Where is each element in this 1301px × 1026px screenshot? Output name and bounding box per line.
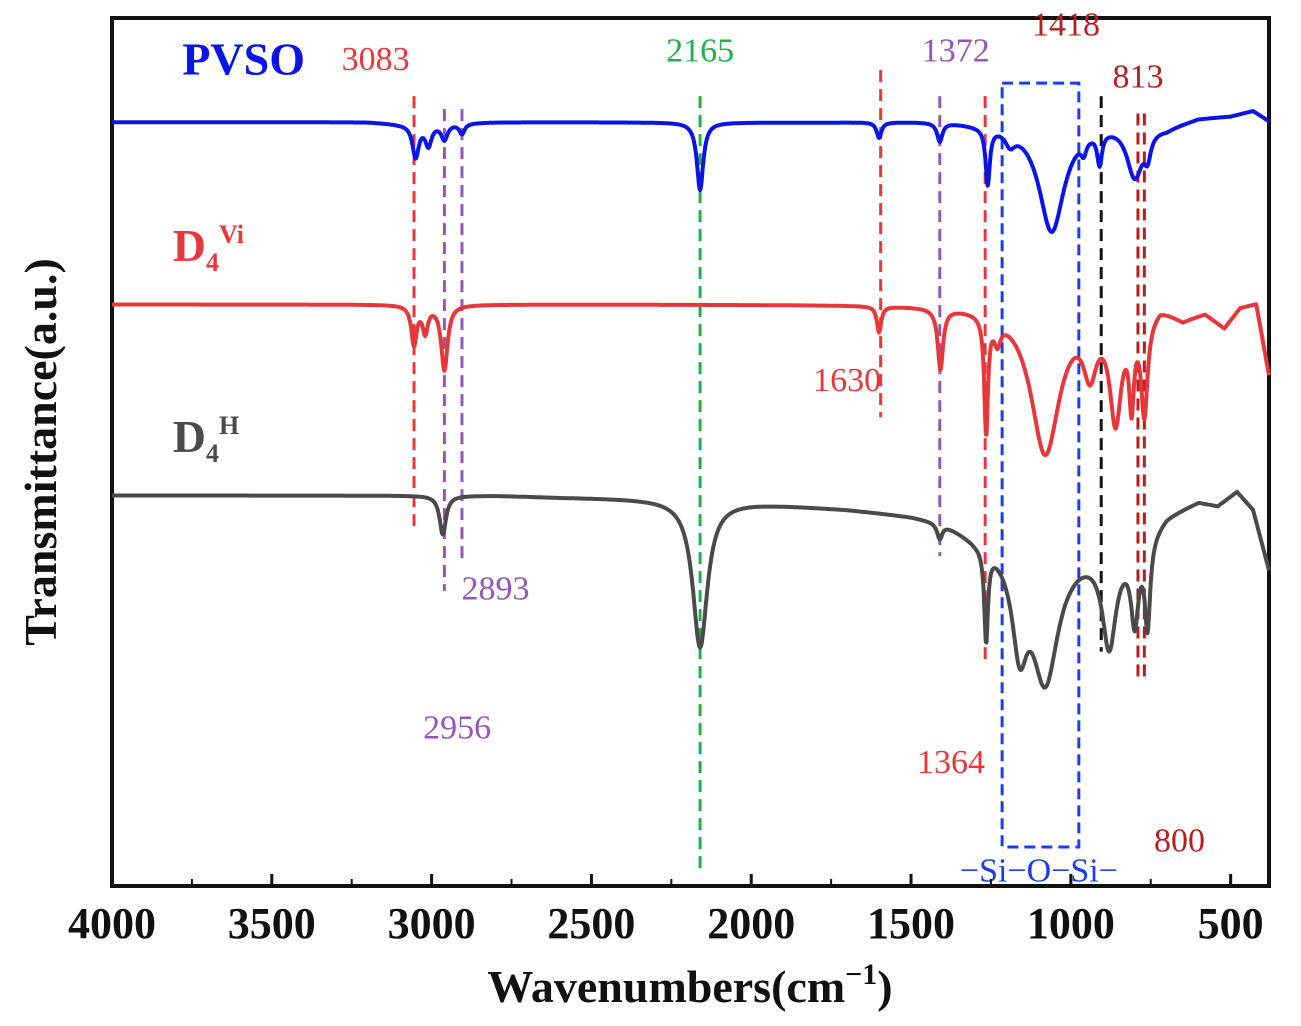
label-1418: 1418 [1032,6,1100,43]
series-line-pvso [110,109,1271,234]
label-si-o-si: −Si−O−Si− [960,853,1118,890]
x-axis-title-main: Wavenumbers(cm [487,961,845,1012]
x-tick-label-2500: 2500 [547,899,635,948]
label-800: 800 [1154,822,1205,859]
label-2165: 2165 [666,32,734,69]
series-label-d4h: D4H [173,411,239,468]
series-line-d4vi [110,302,1271,458]
label-1630: 1630 [813,362,881,399]
x-axis-title-tail: ) [877,961,892,1012]
x-tick-label-2000: 2000 [707,899,795,948]
x-axis-title-sup: −1 [845,958,877,991]
series-label-d4vi: D4Vi [173,220,244,277]
series-label-pvso: PVSO [182,33,305,84]
si-o-si-box [1000,81,1081,849]
x-tick-label-3000: 3000 [388,899,476,948]
x-tick-label-3500: 3500 [228,899,316,948]
label-2893: 2893 [462,571,530,608]
label-2956: 2956 [423,709,491,746]
x-tick-label-4000: 4000 [68,899,156,948]
label-1372: 1372 [922,32,990,69]
label-813: 813 [1112,58,1163,95]
plot-frame [110,16,1271,888]
x-tick-label-1000: 1000 [1027,899,1115,948]
label-3083: 3083 [342,41,410,78]
x-axis-title: Wavenumbers(cm−1) [487,958,892,1012]
x-tick-label-500: 500 [1198,899,1264,948]
x-tick-label-1500: 1500 [867,899,955,948]
label-1364: 1364 [917,744,985,781]
y-axis-title: Transmittance(a.u.) [15,258,66,646]
series-line-d4h [110,489,1271,690]
